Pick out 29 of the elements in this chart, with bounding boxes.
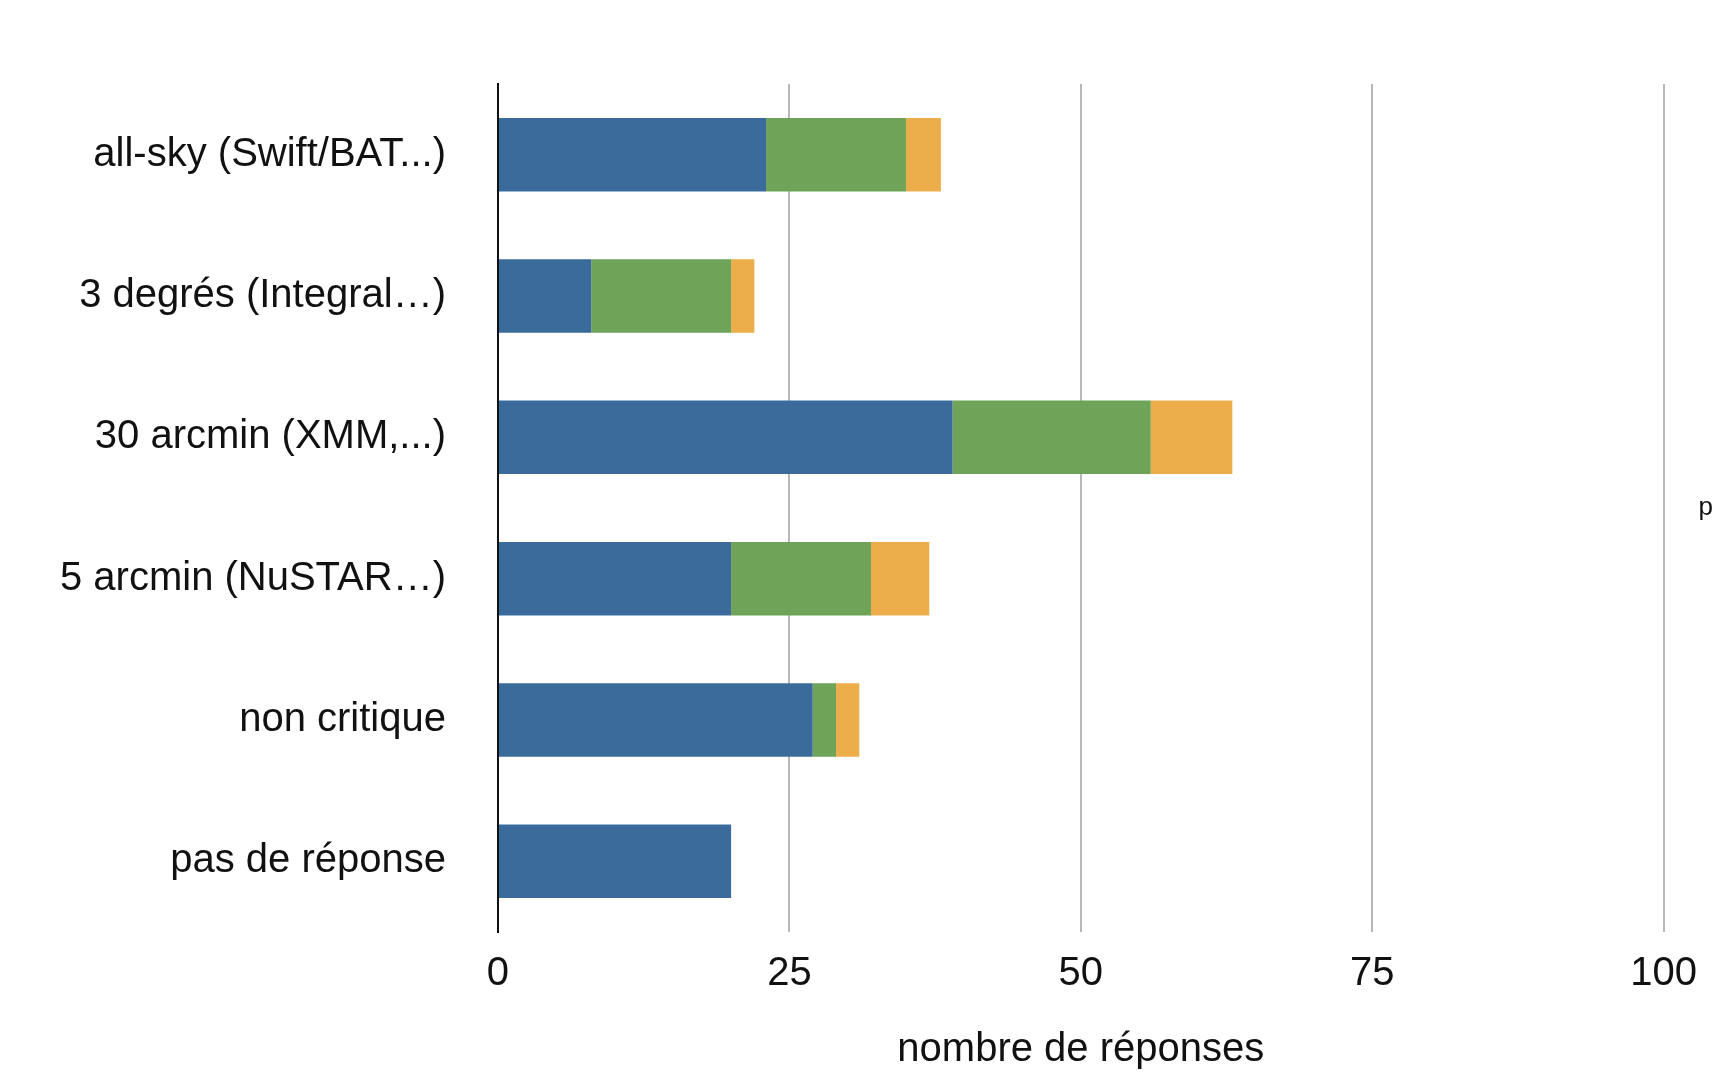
bar [870,541,930,616]
x-axis-title: nombre de réponses [897,1025,1265,1070]
y-tick-label: pas de réponse [170,836,446,881]
bar [836,683,860,757]
bar [591,259,732,333]
bar [905,117,941,192]
bar [731,259,755,333]
y-tick-label: 30 arcmin (XMM,...) [94,412,446,457]
x-tick-label: 50 [1058,949,1104,994]
bar [498,683,813,757]
bar [498,400,953,475]
y-tick-label: 5 arcmin (NuSTAR…) [59,553,446,598]
y-tick-label: all-sky (Swift/BAT...) [93,129,446,174]
x-tick-label: 0 [486,949,510,994]
text: p [1698,491,1713,522]
bar [498,824,732,899]
bar [1150,400,1233,475]
y-tick-label: 3 degrés (Integral…) [79,271,446,316]
y-tick-label: non critique [239,695,446,740]
x-tick-label: 100 [1630,949,1698,994]
bar [498,117,767,192]
bar [498,541,732,616]
bar [498,259,592,333]
bar [766,117,906,192]
bar [731,541,871,616]
x-tick-label: 75 [1349,949,1395,994]
bar [952,400,1151,475]
x-tick-label: 25 [767,949,812,994]
bar [812,683,837,757]
